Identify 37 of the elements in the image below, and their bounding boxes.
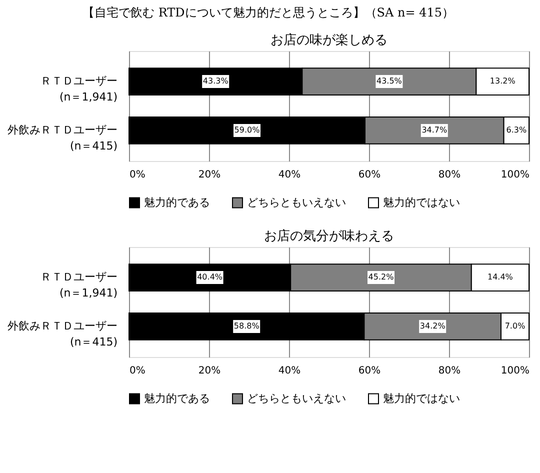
legend-label: どちらともいえない xyxy=(247,196,346,209)
chart-title: お店の気分が味わえる xyxy=(264,228,394,244)
y-tick-label: 外飲みＲＴＤユーザー (n＝415) xyxy=(8,319,118,348)
y-tick-label: ＲＴＤユーザー (n＝1,941) xyxy=(40,270,118,300)
data-label: 43.3% xyxy=(202,76,229,86)
y-tick-label: 外飲みＲＴＤユーザー (n＝415) xyxy=(8,123,118,152)
x-tick-label: 100% xyxy=(500,170,530,180)
data-label: 59.0% xyxy=(234,125,260,134)
legend-label: 魅力的ではない xyxy=(383,392,460,405)
legend-label: どちらともいえない xyxy=(247,392,346,405)
data-label: 34.7% xyxy=(422,125,448,134)
data-label: 40.4% xyxy=(197,272,223,282)
x-tick-label: 40% xyxy=(278,170,301,180)
data-label: 43.5% xyxy=(376,76,402,86)
x-tick-label: 20% xyxy=(198,366,221,376)
legend-label: 魅力的ではない xyxy=(383,196,460,209)
data-label: 14.4% xyxy=(487,272,514,282)
x-tick-label: 0% xyxy=(130,366,146,376)
data-label: 13.2% xyxy=(490,76,516,86)
x-tick-label: 100% xyxy=(500,366,530,376)
x-tick-label: 40% xyxy=(278,366,301,376)
data-label: 45.2% xyxy=(368,272,394,282)
x-tick-label: 20% xyxy=(198,170,221,180)
data-label: 58.8% xyxy=(234,321,260,330)
legend-label: 魅力的である xyxy=(144,392,210,405)
y-tick-label: ＲＴＤユーザー (n＝1,941) xyxy=(40,74,118,104)
data-label: 34.2% xyxy=(420,321,446,330)
legend-label: 魅力的である xyxy=(144,196,210,209)
x-tick-label: 0% xyxy=(130,170,146,180)
x-tick-label: 60% xyxy=(358,366,381,376)
chart-title: 【自宅で飲む RTDについて魅力的だと思うところ】（SA n= 415） xyxy=(82,6,454,20)
x-tick-label: 60% xyxy=(358,170,381,180)
data-label: 7.0% xyxy=(504,321,526,330)
x-tick-label: 80% xyxy=(438,366,461,376)
data-label: 6.3% xyxy=(506,125,527,134)
chart-subtitle: お店の味が楽しめる xyxy=(270,32,388,48)
x-tick-label: 80% xyxy=(438,170,461,180)
